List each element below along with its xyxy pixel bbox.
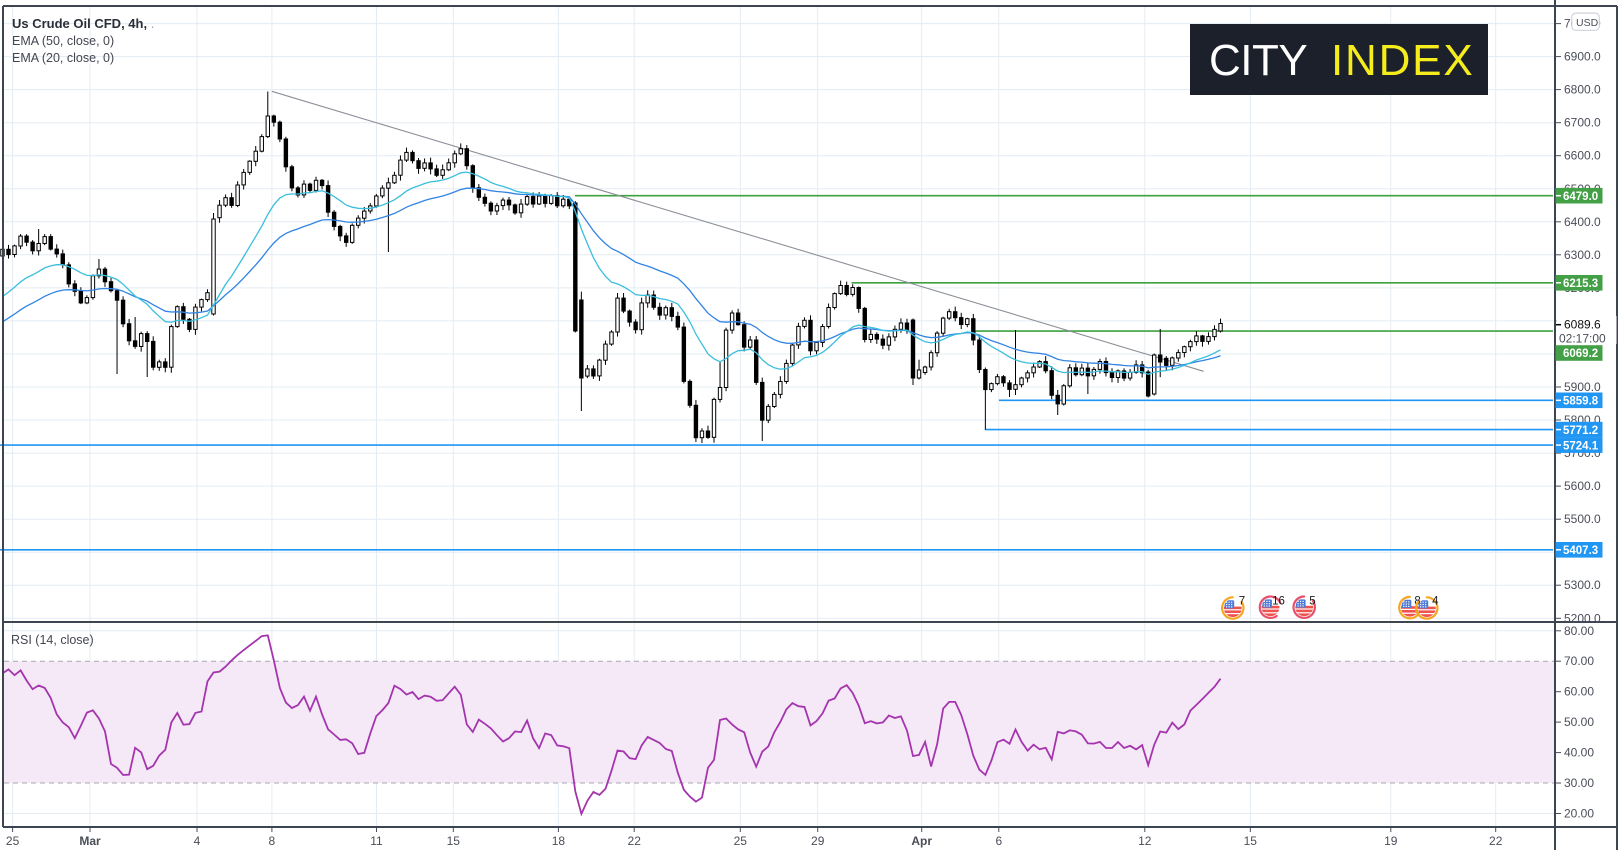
svg-text:RSI (14, close): RSI (14, close) bbox=[11, 633, 94, 647]
svg-text:CITY: CITY bbox=[1209, 36, 1307, 85]
svg-text:5600.0: 5600.0 bbox=[1564, 479, 1601, 493]
svg-text:11: 11 bbox=[370, 834, 383, 848]
svg-text:4: 4 bbox=[1432, 596, 1439, 608]
svg-text:5300.0: 5300.0 bbox=[1564, 578, 1601, 592]
svg-text:5771.2: 5771.2 bbox=[1563, 425, 1598, 437]
svg-text:6215.3: 6215.3 bbox=[1563, 278, 1598, 290]
svg-text:6089.6: 6089.6 bbox=[1564, 318, 1601, 332]
svg-text:6479.0: 6479.0 bbox=[1563, 191, 1598, 203]
svg-text:7: 7 bbox=[1239, 596, 1245, 608]
svg-text:5900.0: 5900.0 bbox=[1564, 380, 1601, 394]
svg-text:22: 22 bbox=[1489, 834, 1503, 848]
svg-text:50.00: 50.00 bbox=[1564, 715, 1594, 729]
svg-text:30.00: 30.00 bbox=[1564, 776, 1594, 790]
svg-text:6700.0: 6700.0 bbox=[1564, 116, 1601, 130]
svg-text:5859.8: 5859.8 bbox=[1563, 396, 1599, 408]
svg-text:20.00: 20.00 bbox=[1564, 807, 1594, 821]
svg-text:6069.2: 6069.2 bbox=[1563, 348, 1598, 360]
svg-text:19: 19 bbox=[1384, 834, 1398, 848]
svg-text:60.00: 60.00 bbox=[1564, 685, 1594, 699]
svg-text:6600.0: 6600.0 bbox=[1564, 149, 1601, 163]
svg-text:6900.0: 6900.0 bbox=[1564, 50, 1601, 64]
svg-text:Mar: Mar bbox=[79, 834, 101, 848]
svg-text:Us Crude Oil CFD, 4h, .: Us Crude Oil CFD, 4h, . bbox=[12, 16, 154, 31]
svg-text:70.00: 70.00 bbox=[1564, 654, 1594, 668]
svg-text:29: 29 bbox=[811, 834, 825, 848]
svg-text:02:17:00: 02:17:00 bbox=[1559, 332, 1606, 346]
svg-text:40.00: 40.00 bbox=[1564, 746, 1594, 760]
svg-text:5200.0: 5200.0 bbox=[1564, 611, 1601, 625]
svg-text:EMA (20, close, 0): EMA (20, close, 0) bbox=[12, 51, 114, 65]
svg-text:25: 25 bbox=[6, 834, 20, 848]
svg-text:25: 25 bbox=[734, 834, 748, 848]
svg-text:15: 15 bbox=[1244, 834, 1258, 848]
svg-text:4: 4 bbox=[194, 834, 201, 848]
svg-text:18: 18 bbox=[552, 834, 566, 848]
svg-text:USD: USD bbox=[1576, 17, 1599, 29]
svg-text:5500.0: 5500.0 bbox=[1564, 512, 1601, 526]
svg-text:5724.1: 5724.1 bbox=[1563, 440, 1599, 452]
svg-text:15: 15 bbox=[447, 834, 461, 848]
svg-text:6300.0: 6300.0 bbox=[1564, 248, 1601, 262]
svg-text:6400.0: 6400.0 bbox=[1564, 215, 1601, 229]
svg-text:INDEX: INDEX bbox=[1331, 36, 1474, 85]
svg-text:EMA (50, close, 0): EMA (50, close, 0) bbox=[12, 34, 114, 48]
svg-text:5: 5 bbox=[1309, 596, 1315, 608]
svg-text:8: 8 bbox=[269, 834, 276, 848]
svg-text:6800.0: 6800.0 bbox=[1564, 83, 1601, 97]
svg-text:5407.3: 5407.3 bbox=[1563, 545, 1598, 557]
svg-text:6: 6 bbox=[995, 834, 1002, 848]
svg-text:Apr: Apr bbox=[911, 834, 932, 848]
svg-text:80.00: 80.00 bbox=[1564, 624, 1594, 638]
svg-text:22: 22 bbox=[628, 834, 642, 848]
svg-text:16: 16 bbox=[1272, 596, 1285, 608]
svg-text:12: 12 bbox=[1138, 834, 1152, 848]
